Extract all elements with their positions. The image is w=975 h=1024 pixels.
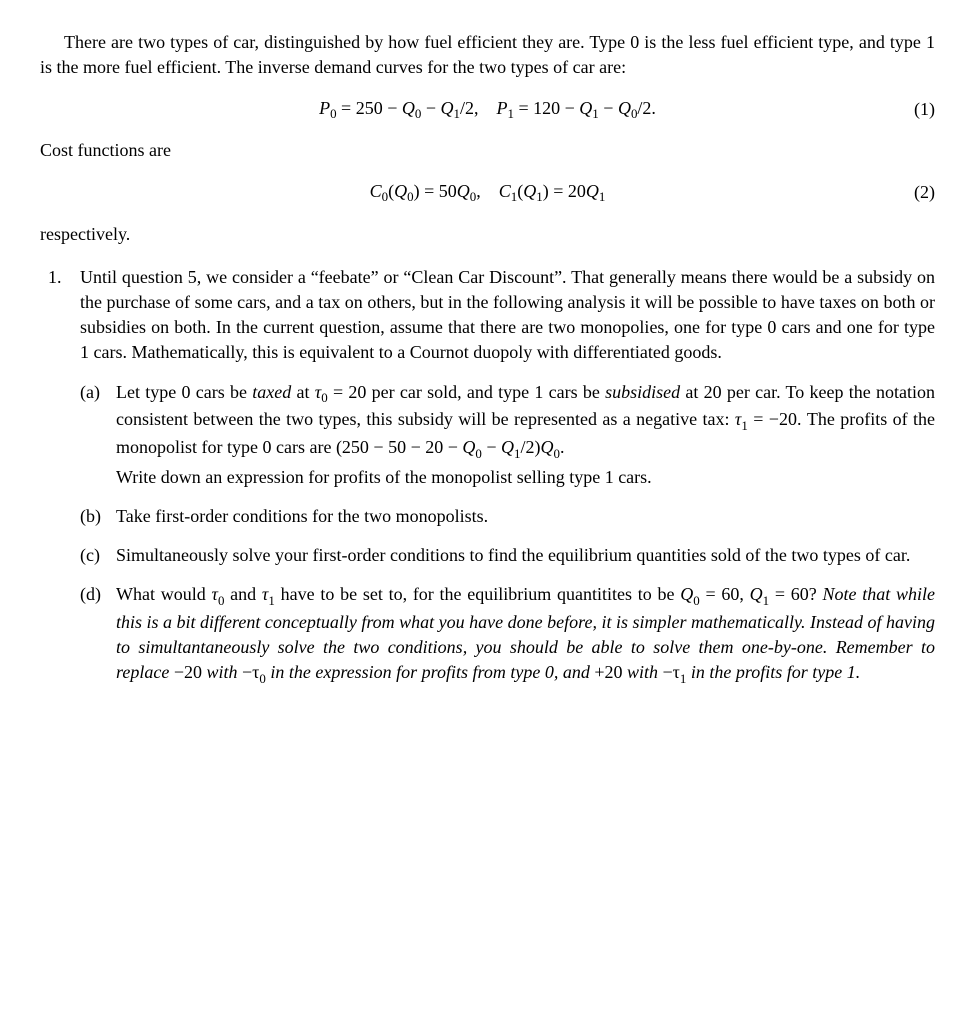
cost-intro: Cost functions are	[40, 138, 935, 163]
question-1d: (d) What would τ0 and τ1 have to be set …	[80, 582, 935, 688]
question-1-text: Until question 5, we consider a “feebate…	[80, 265, 935, 366]
question-1: 1. Until question 5, we consider a “feeb…	[40, 265, 935, 688]
question-1b: (b) Take first-order conditions for the …	[80, 504, 935, 529]
question-1c-marker: (c)	[80, 543, 100, 568]
question-1c: (c) Simultaneously solve your first-orde…	[80, 543, 935, 568]
question-1a: (a) Let type 0 cars be taxed at τ0 = 20 …	[80, 380, 935, 490]
equation-1-number: (1)	[914, 97, 935, 122]
question-1a-marker: (a)	[80, 380, 100, 405]
question-1a-line2: Write down an expression for profits of …	[116, 465, 935, 490]
question-1b-text: Take first-order conditions for the two …	[116, 506, 488, 526]
question-1b-marker: (b)	[80, 504, 101, 529]
question-1a-text: Let type 0 cars be taxed at τ0 = 20 per …	[116, 382, 935, 457]
question-1d-marker: (d)	[80, 582, 101, 607]
equation-1: P0 = 250 − Q0 − Q1/2, P1 = 120 − Q1 − Q0…	[40, 94, 935, 124]
equation-2: C0(Q0) = 50Q0, C1(Q1) = 20Q1 (2)	[40, 178, 935, 208]
equation-2-number: (2)	[914, 180, 935, 205]
question-1-marker: 1.	[48, 265, 62, 290]
respectively: respectively.	[40, 222, 935, 247]
intro-paragraph: There are two types of car, distinguishe…	[40, 30, 935, 80]
equation-1-content: P0 = 250 − Q0 − Q1/2, P1 = 120 − Q1 − Q0…	[319, 96, 656, 124]
question-1c-text: Simultaneously solve your first-order co…	[116, 545, 910, 565]
question-1d-text: What would τ0 and τ1 have to be set to, …	[116, 584, 935, 682]
equation-2-content: C0(Q0) = 50Q0, C1(Q1) = 20Q1	[370, 179, 606, 207]
